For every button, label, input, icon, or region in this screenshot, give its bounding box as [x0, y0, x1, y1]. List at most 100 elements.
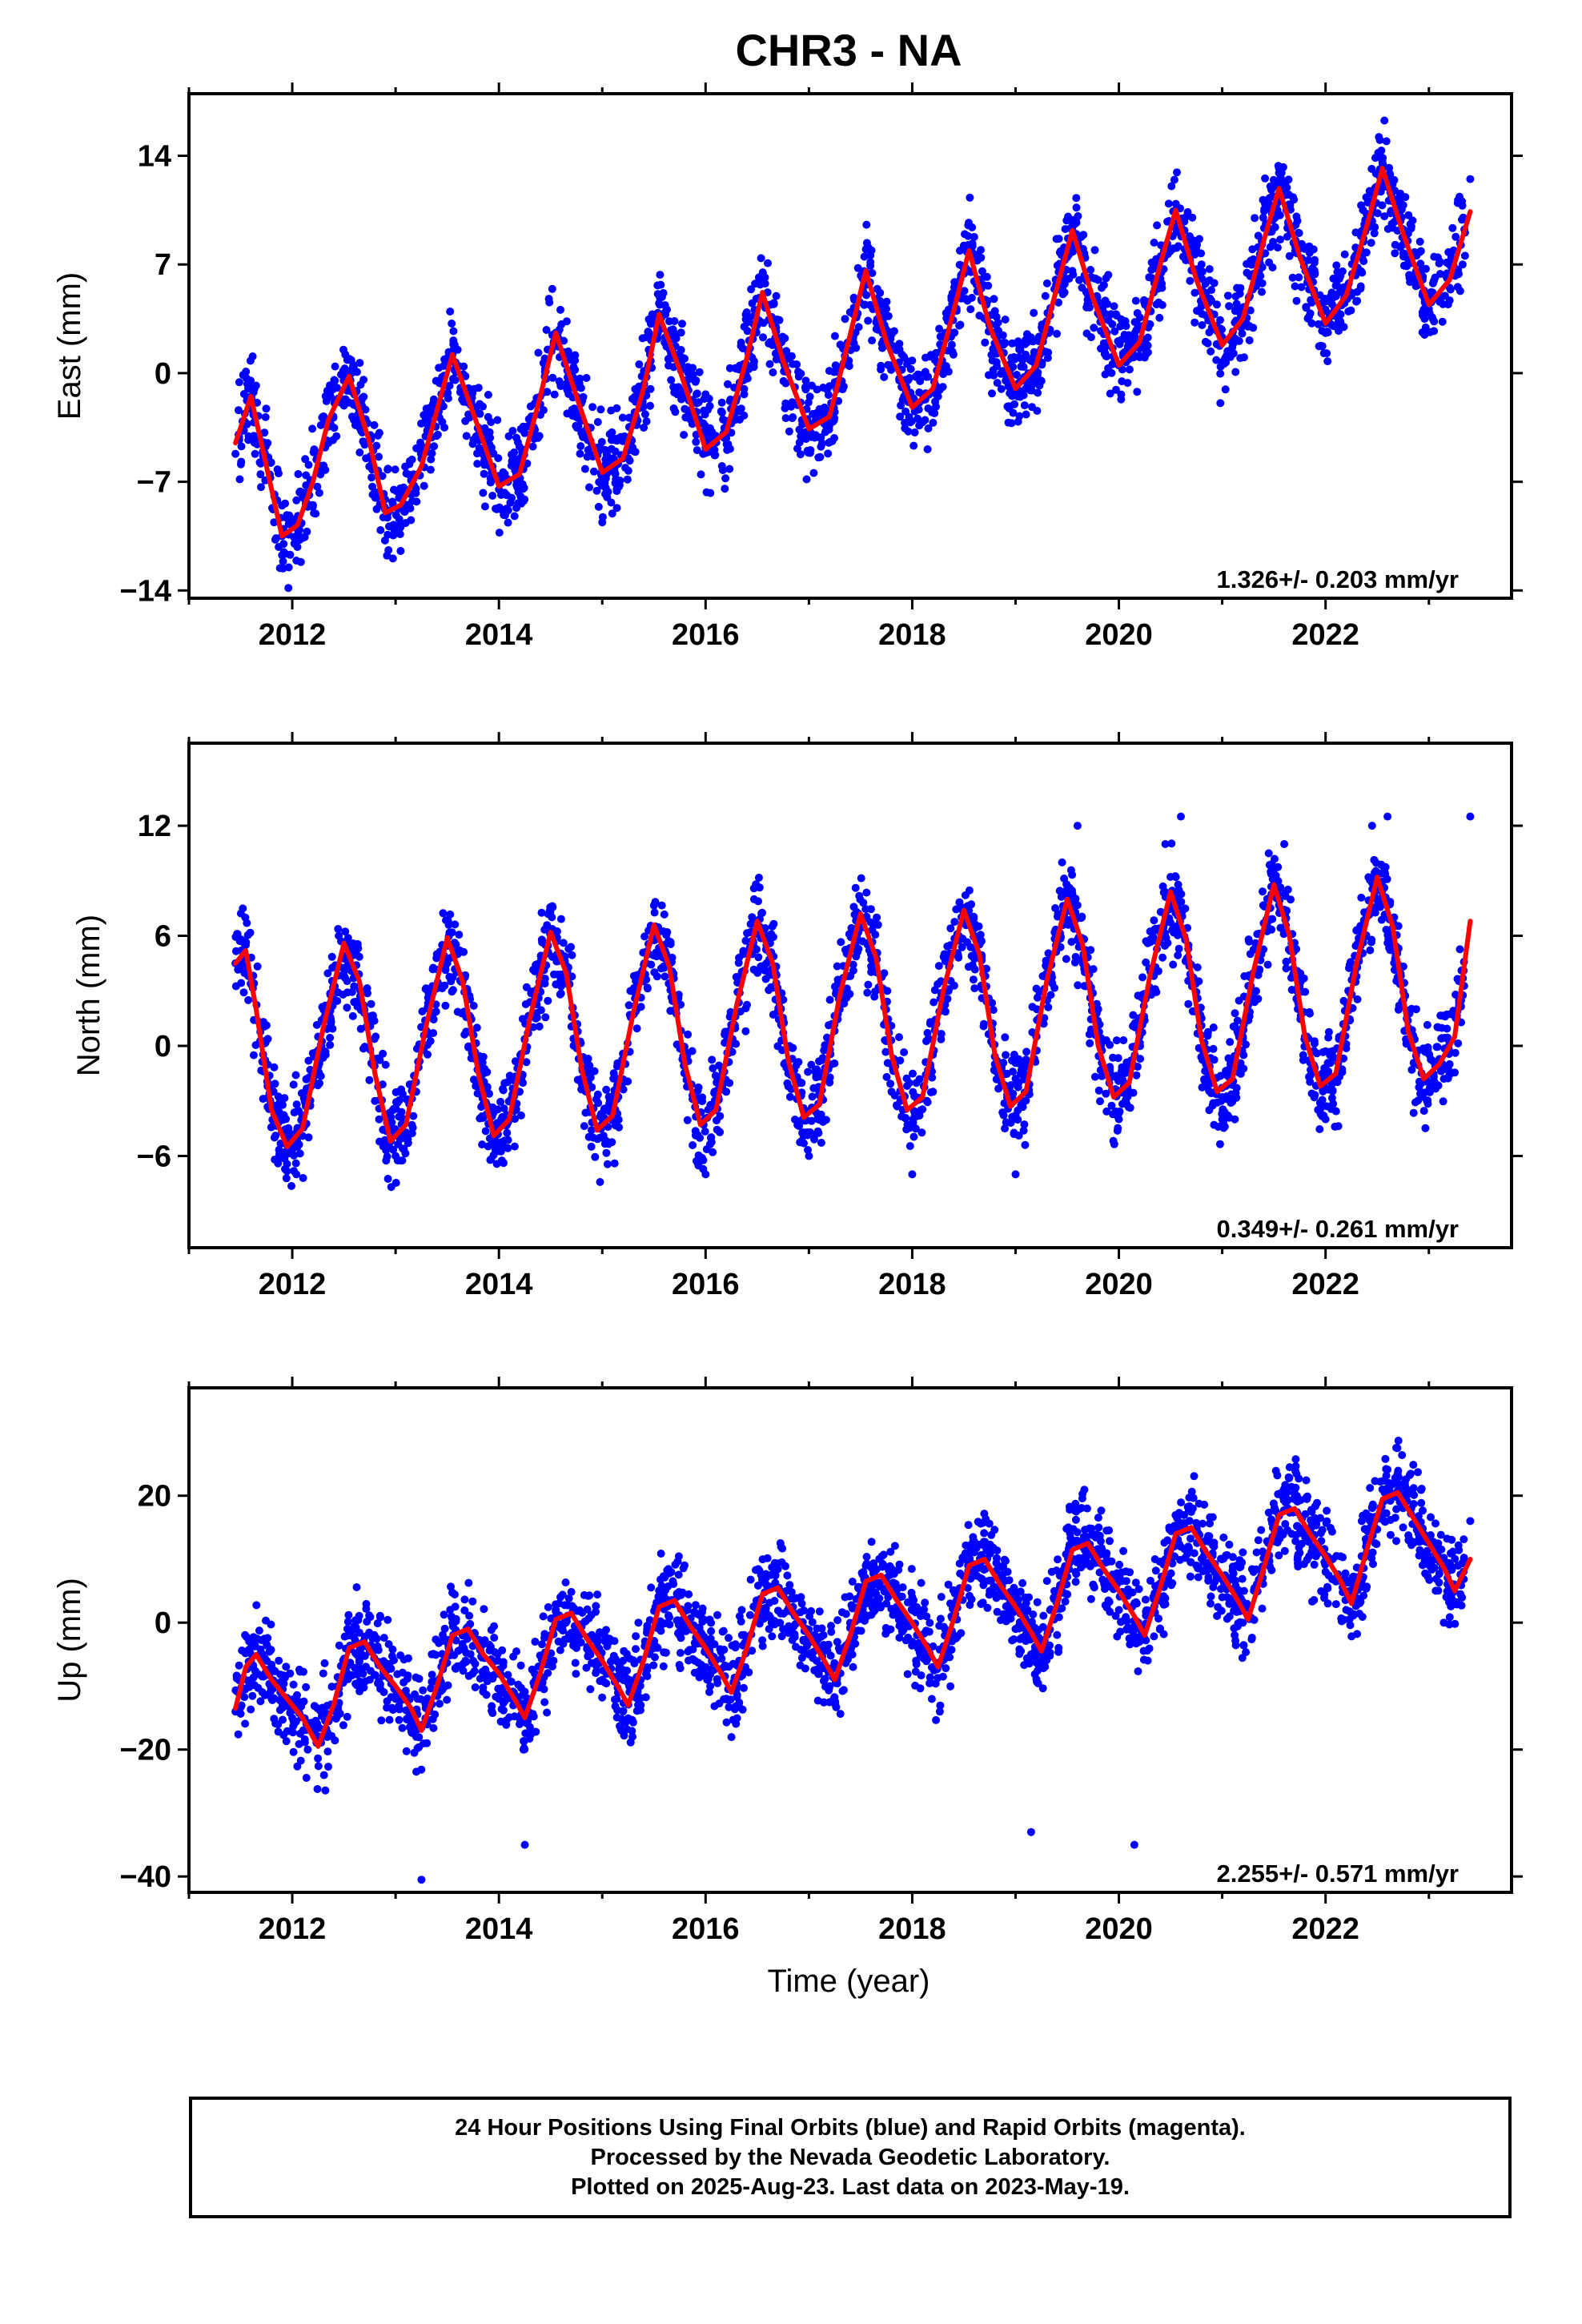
east-data-point: [582, 374, 591, 382]
east-data-point: [910, 428, 919, 436]
east-data-point: [1140, 296, 1148, 304]
north-data-point: [1433, 1043, 1442, 1051]
east-data-point: [813, 385, 821, 394]
east-data-point: [997, 384, 1006, 393]
east-data-point: [921, 368, 930, 376]
north-data-point: [1122, 1100, 1131, 1108]
east-data-point: [473, 460, 482, 468]
east-data-point: [862, 291, 871, 300]
east-data-point: [308, 501, 317, 509]
east-data-point: [1261, 199, 1270, 208]
east-data-point: [376, 526, 385, 534]
east-data-point: [667, 376, 676, 384]
east-x-tick-label: 2012: [259, 618, 327, 652]
east-data-point: [797, 369, 805, 378]
north-data-point: [1110, 1140, 1118, 1148]
north-data-point: [536, 1006, 545, 1015]
north-x-tick-label: 2018: [878, 1268, 946, 1301]
east-data-point: [563, 384, 572, 393]
east-data-point: [1276, 235, 1284, 244]
east-x-tick-label: 2020: [1085, 618, 1153, 652]
east-data-point: [408, 455, 416, 464]
east-data-point: [292, 496, 301, 505]
east-y-tick-label: 14: [138, 140, 171, 174]
east-data-point: [719, 415, 728, 424]
north-data-point: [748, 913, 757, 922]
east-data-point: [592, 486, 601, 495]
north-data-point: [1051, 904, 1060, 912]
north-data-point: [934, 962, 943, 971]
east-data-point: [935, 324, 944, 333]
east-x-tick-label: 2022: [1291, 618, 1359, 652]
north-data-point: [347, 987, 356, 996]
east-data-point: [1133, 388, 1142, 396]
east-data-point: [548, 284, 556, 293]
east-data-point: [743, 374, 752, 383]
east-data-point: [273, 465, 282, 474]
east-data-point: [420, 481, 428, 490]
east-data-point: [721, 485, 729, 493]
north-data-point: [934, 980, 942, 988]
east-data-point: [1198, 321, 1207, 329]
north-data-point: [768, 922, 777, 931]
east-data-point: [562, 317, 571, 326]
east-data-point: [1382, 137, 1391, 146]
north-data-point: [1231, 1009, 1239, 1018]
east-data-point: [966, 305, 975, 314]
east-data-point: [1444, 247, 1453, 256]
east-data-point: [981, 338, 990, 347]
east-data-point: [992, 321, 1001, 329]
east-data-point: [1439, 300, 1447, 308]
east-data-point: [308, 424, 317, 433]
east-data-point: [692, 437, 701, 446]
north-data-point: [279, 1111, 288, 1120]
east-data-point: [279, 557, 287, 565]
east-data-point: [717, 407, 725, 416]
east-data-point: [789, 360, 797, 368]
east-data-point: [231, 449, 240, 458]
east-data-point: [576, 449, 584, 458]
east-data-point: [426, 465, 435, 474]
east-data-point: [1183, 207, 1192, 216]
north-data-point: [1032, 984, 1041, 993]
north-data-point: [643, 984, 652, 993]
north-data-point: [905, 1142, 914, 1151]
east-data-point: [1453, 283, 1462, 292]
north-data-point: [460, 1030, 469, 1039]
east-data-point: [929, 418, 938, 427]
north-data-point: [636, 1003, 645, 1011]
east-data-point: [862, 220, 871, 229]
north-data-point: [715, 1128, 724, 1136]
east-data-point: [1068, 267, 1077, 275]
north-data-point: [969, 975, 978, 984]
east-data-point: [693, 389, 701, 398]
east-data-point: [670, 317, 679, 325]
east-data-point: [737, 341, 745, 350]
east-data-point: [1315, 342, 1323, 351]
east-data-point: [1357, 201, 1366, 210]
east-data-point: [405, 471, 414, 479]
east-data-point: [1297, 283, 1306, 292]
north-data-point: [1229, 1022, 1238, 1031]
north-data-point: [1333, 1078, 1342, 1087]
east-data-point: [1352, 297, 1361, 306]
east-data-point: [1056, 247, 1065, 255]
east-data-point: [1131, 296, 1140, 305]
east-data-point: [1323, 357, 1332, 366]
north-data-point: [1086, 946, 1095, 955]
east-data-point: [1416, 259, 1425, 268]
east-y-tick-label: 0: [155, 357, 171, 391]
north-data-point: [583, 1058, 592, 1066]
north-data-point: [291, 1159, 300, 1168]
east-data-point: [508, 493, 516, 502]
east-data-point: [440, 423, 449, 432]
north-data-point: [859, 899, 868, 907]
east-data-point: [1216, 362, 1225, 371]
east-data-point: [772, 292, 781, 300]
north-x-tick-label: 2022: [1291, 1268, 1359, 1301]
east-data-point: [1225, 302, 1234, 311]
east-data-point: [1319, 349, 1328, 357]
north-data-point: [1062, 955, 1070, 963]
east-data-point: [479, 402, 487, 411]
north-data-point: [1312, 1049, 1321, 1058]
